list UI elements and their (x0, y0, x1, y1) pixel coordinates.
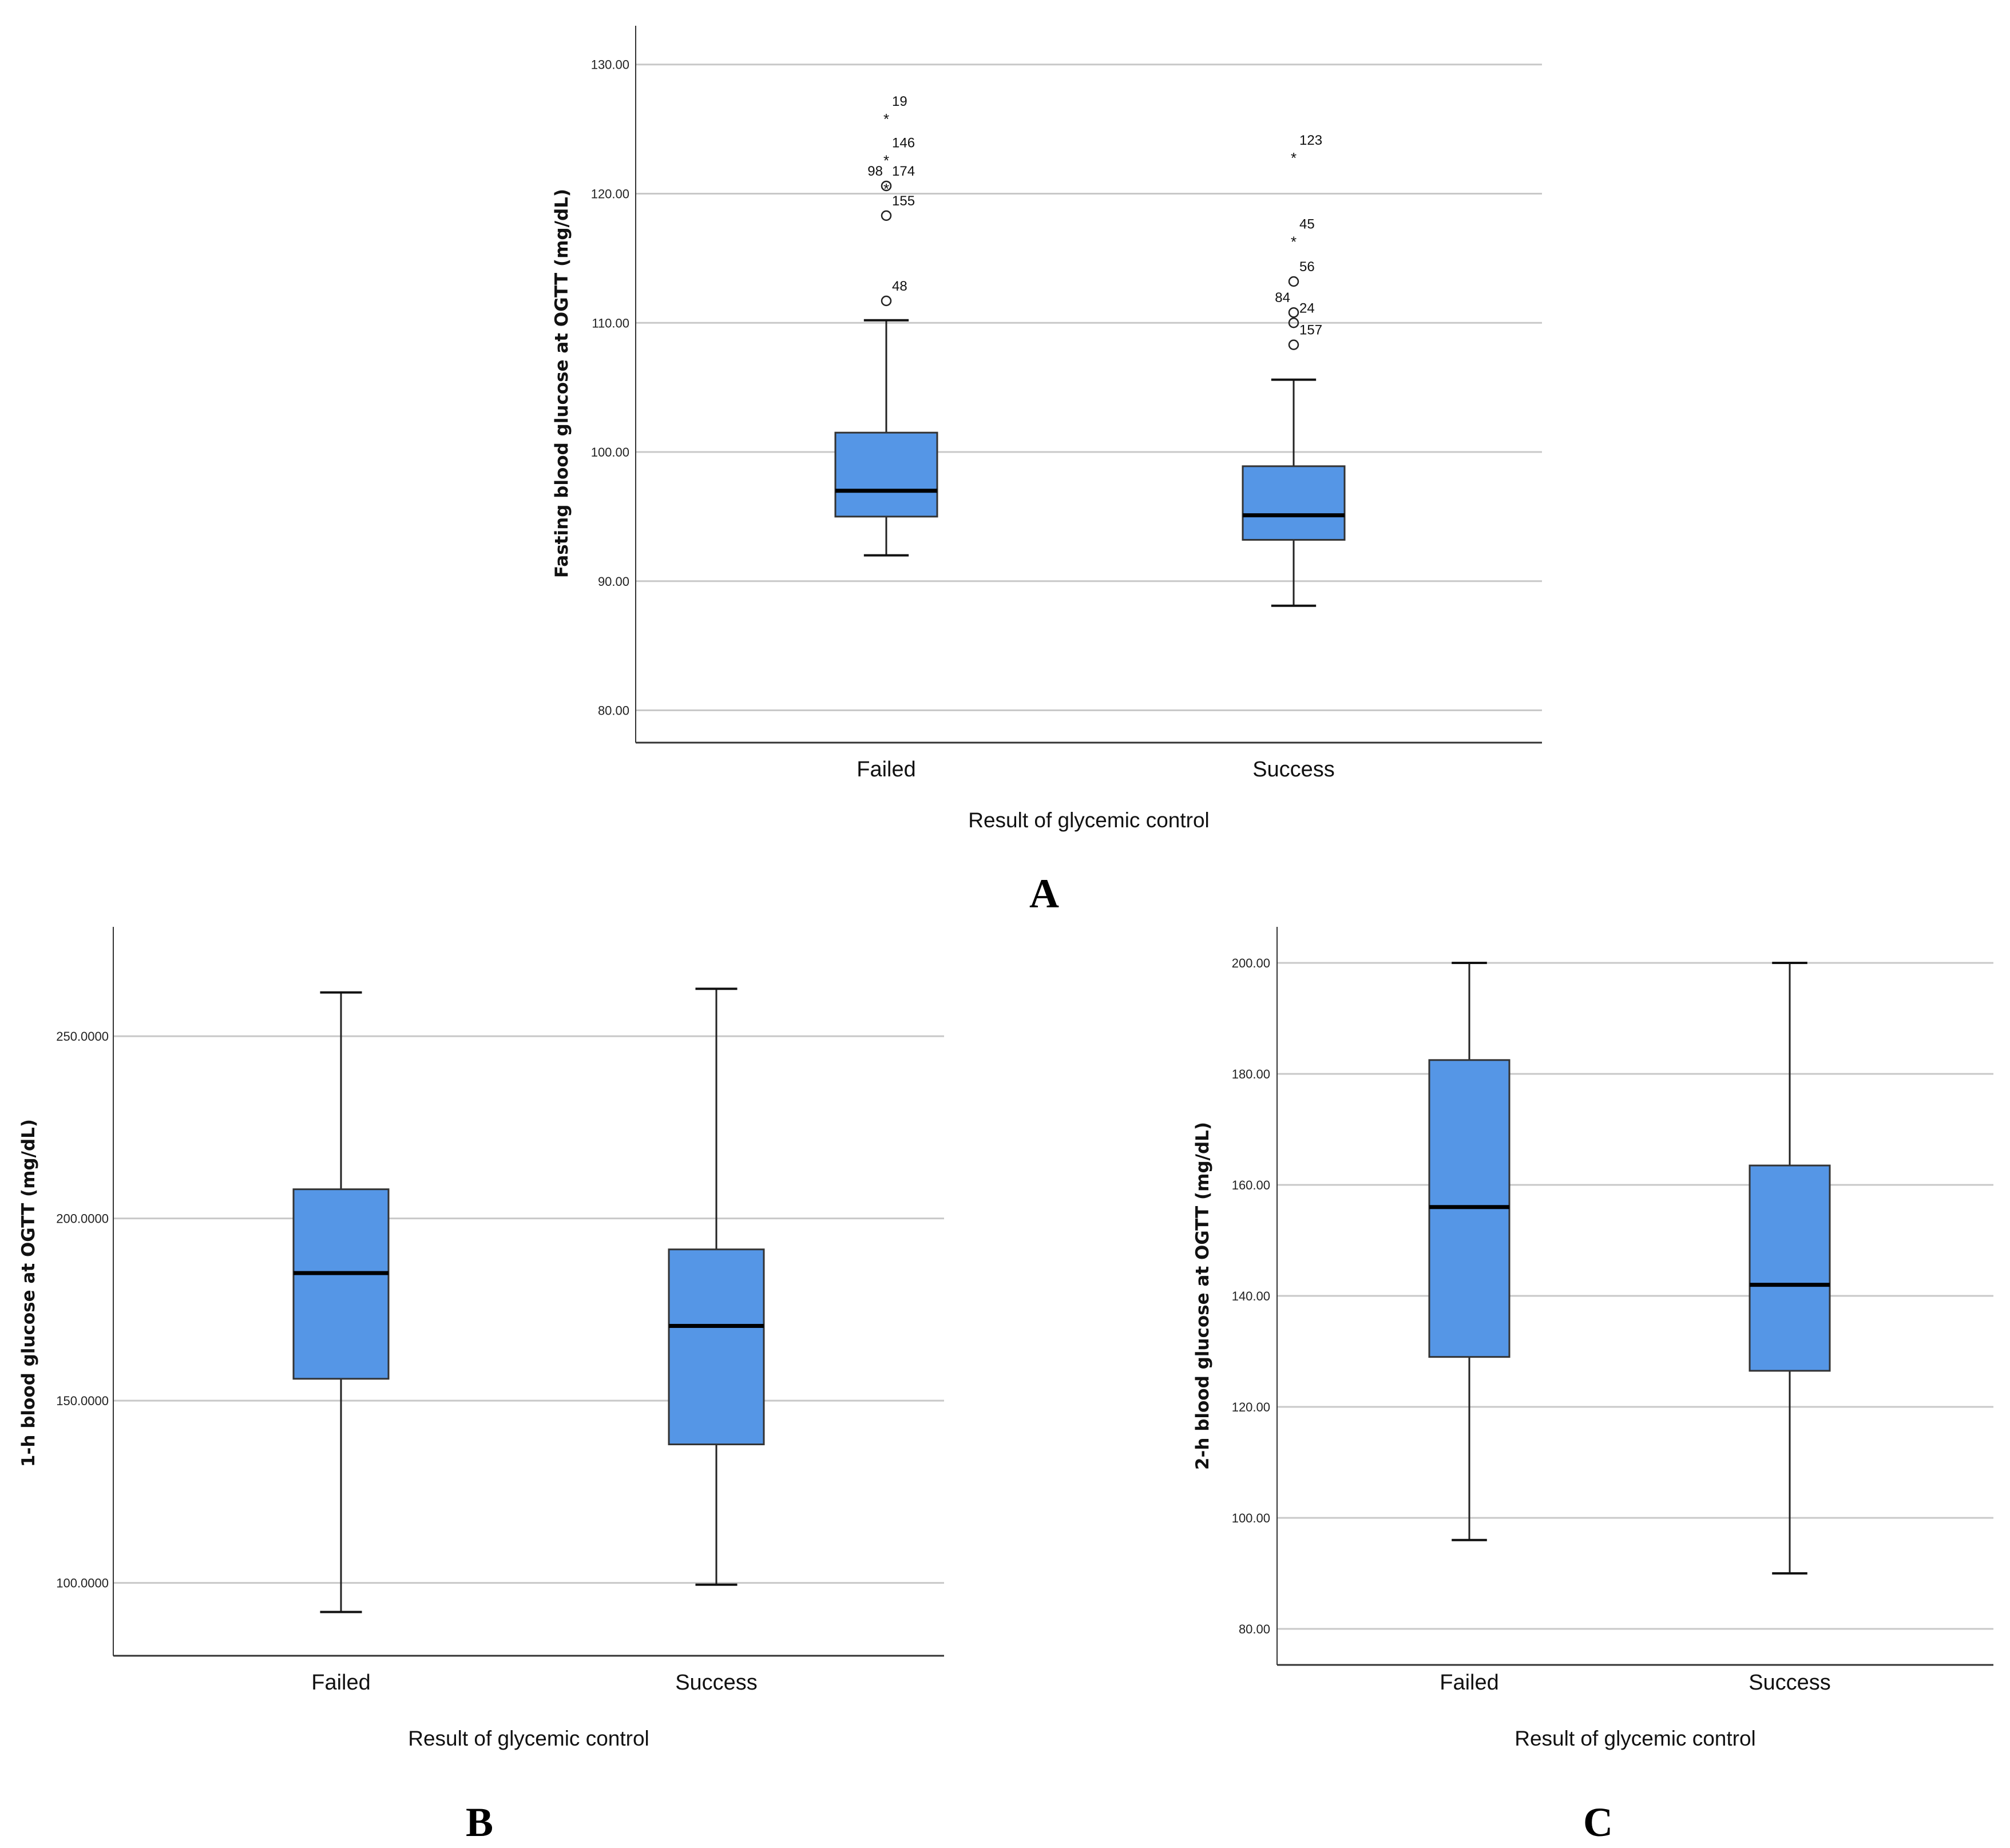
chart-panel-c: 80.00 100.00 120.00 140.00 160.00 180.00 200.0… (1192, 927, 1993, 1845)
outlier-label: 45 (1299, 217, 1315, 232)
x-category-label: Success (1749, 1671, 1831, 1695)
y-tick-label: 120.00 (1232, 1400, 1270, 1414)
outlier-marker: * (883, 180, 889, 197)
y-tick-label: 160.00 (1232, 1178, 1270, 1192)
outlier-marker (1288, 276, 1299, 287)
outlier-label: 24 (1299, 300, 1315, 316)
outlier-marker: * (1291, 149, 1297, 166)
y-tick-label: 90.00 (598, 574, 629, 589)
outlier-label: 48 (892, 279, 907, 294)
y-tick-label: 150.0000 (56, 1394, 109, 1408)
outlier-marker: * (883, 110, 889, 128)
outlier-label: 123 (1299, 133, 1322, 148)
y-axis-title: 1-h blood glucose at OGTT (mg/dL) (18, 1119, 39, 1467)
outlier-marker (881, 295, 892, 307)
box-success (668, 1248, 765, 1446)
outlier-label: 19 (892, 94, 907, 109)
x-axis-title: Result of glycemic control (1515, 1727, 1756, 1750)
outlier-label: 56 (1299, 259, 1315, 275)
chart-panel-a: 80.00 90.00 100.00 110.00 120.00 130.00 Failed… (552, 26, 1542, 917)
y-tick-label: 200.0000 (56, 1212, 109, 1226)
box-success (1242, 465, 1346, 541)
panel-label: A (1029, 871, 1059, 917)
box-failed (292, 1188, 390, 1380)
outlier-marker: * (883, 152, 889, 169)
x-category-label: Failed (1440, 1671, 1499, 1695)
chart-panel-b: 100.0000 150.0000 200.0000 250.0000 Failed Su… (18, 927, 944, 1845)
y-tick-label: 130.00 (591, 58, 629, 72)
outlier-label: 155 (892, 193, 915, 209)
x-category-label: Failed (857, 758, 916, 782)
x-axis-title: Result of glycemic control (968, 808, 1210, 832)
outlier-label: 84 (1275, 290, 1290, 306)
y-tick-label: 200.00 (1232, 956, 1270, 970)
outlier-marker (1288, 318, 1299, 328)
y-tick-label: 120.00 (591, 187, 629, 201)
x-category-label: Success (675, 1671, 758, 1695)
y-axis-title: Fasting blood glucose at OGTT (mg/dL) (552, 189, 572, 578)
y-axis-title: 2-h blood glucose at OGTT (mg/dL) (1192, 1122, 1213, 1470)
outlier-label: 174 (892, 164, 915, 179)
outlier-marker: * (1291, 233, 1297, 251)
outlier-marker (881, 180, 892, 192)
y-tick-label: 100.0000 (56, 1576, 109, 1591)
outlier-label: 157 (1299, 323, 1322, 338)
outlier-label: 146 (892, 135, 915, 150)
y-tick-label: 80.00 (1239, 1622, 1270, 1636)
panel-label: B (466, 1799, 493, 1845)
outlier-marker (1288, 307, 1299, 318)
panel-label: C (1583, 1799, 1613, 1845)
y-tick-label: 100.00 (591, 445, 629, 459)
y-tick-label: 100.00 (1232, 1511, 1270, 1525)
y-tick-label: 250.0000 (56, 1029, 109, 1044)
y-tick-label: 180.00 (1232, 1067, 1270, 1081)
box-success (1749, 1164, 1831, 1372)
x-axis-title: Result of glycemic control (408, 1727, 649, 1750)
y-tick-label: 110.00 (592, 316, 629, 330)
outlier-marker (1288, 339, 1299, 350)
box-failed (834, 431, 938, 518)
x-category-label: Success (1252, 758, 1335, 782)
outlier-marker (881, 210, 892, 221)
x-category-label: Failed (311, 1671, 371, 1695)
y-tick-label: 140.00 (1232, 1289, 1270, 1303)
y-tick-label: 80.00 (598, 704, 629, 718)
outlier-label: 98 (867, 164, 883, 179)
